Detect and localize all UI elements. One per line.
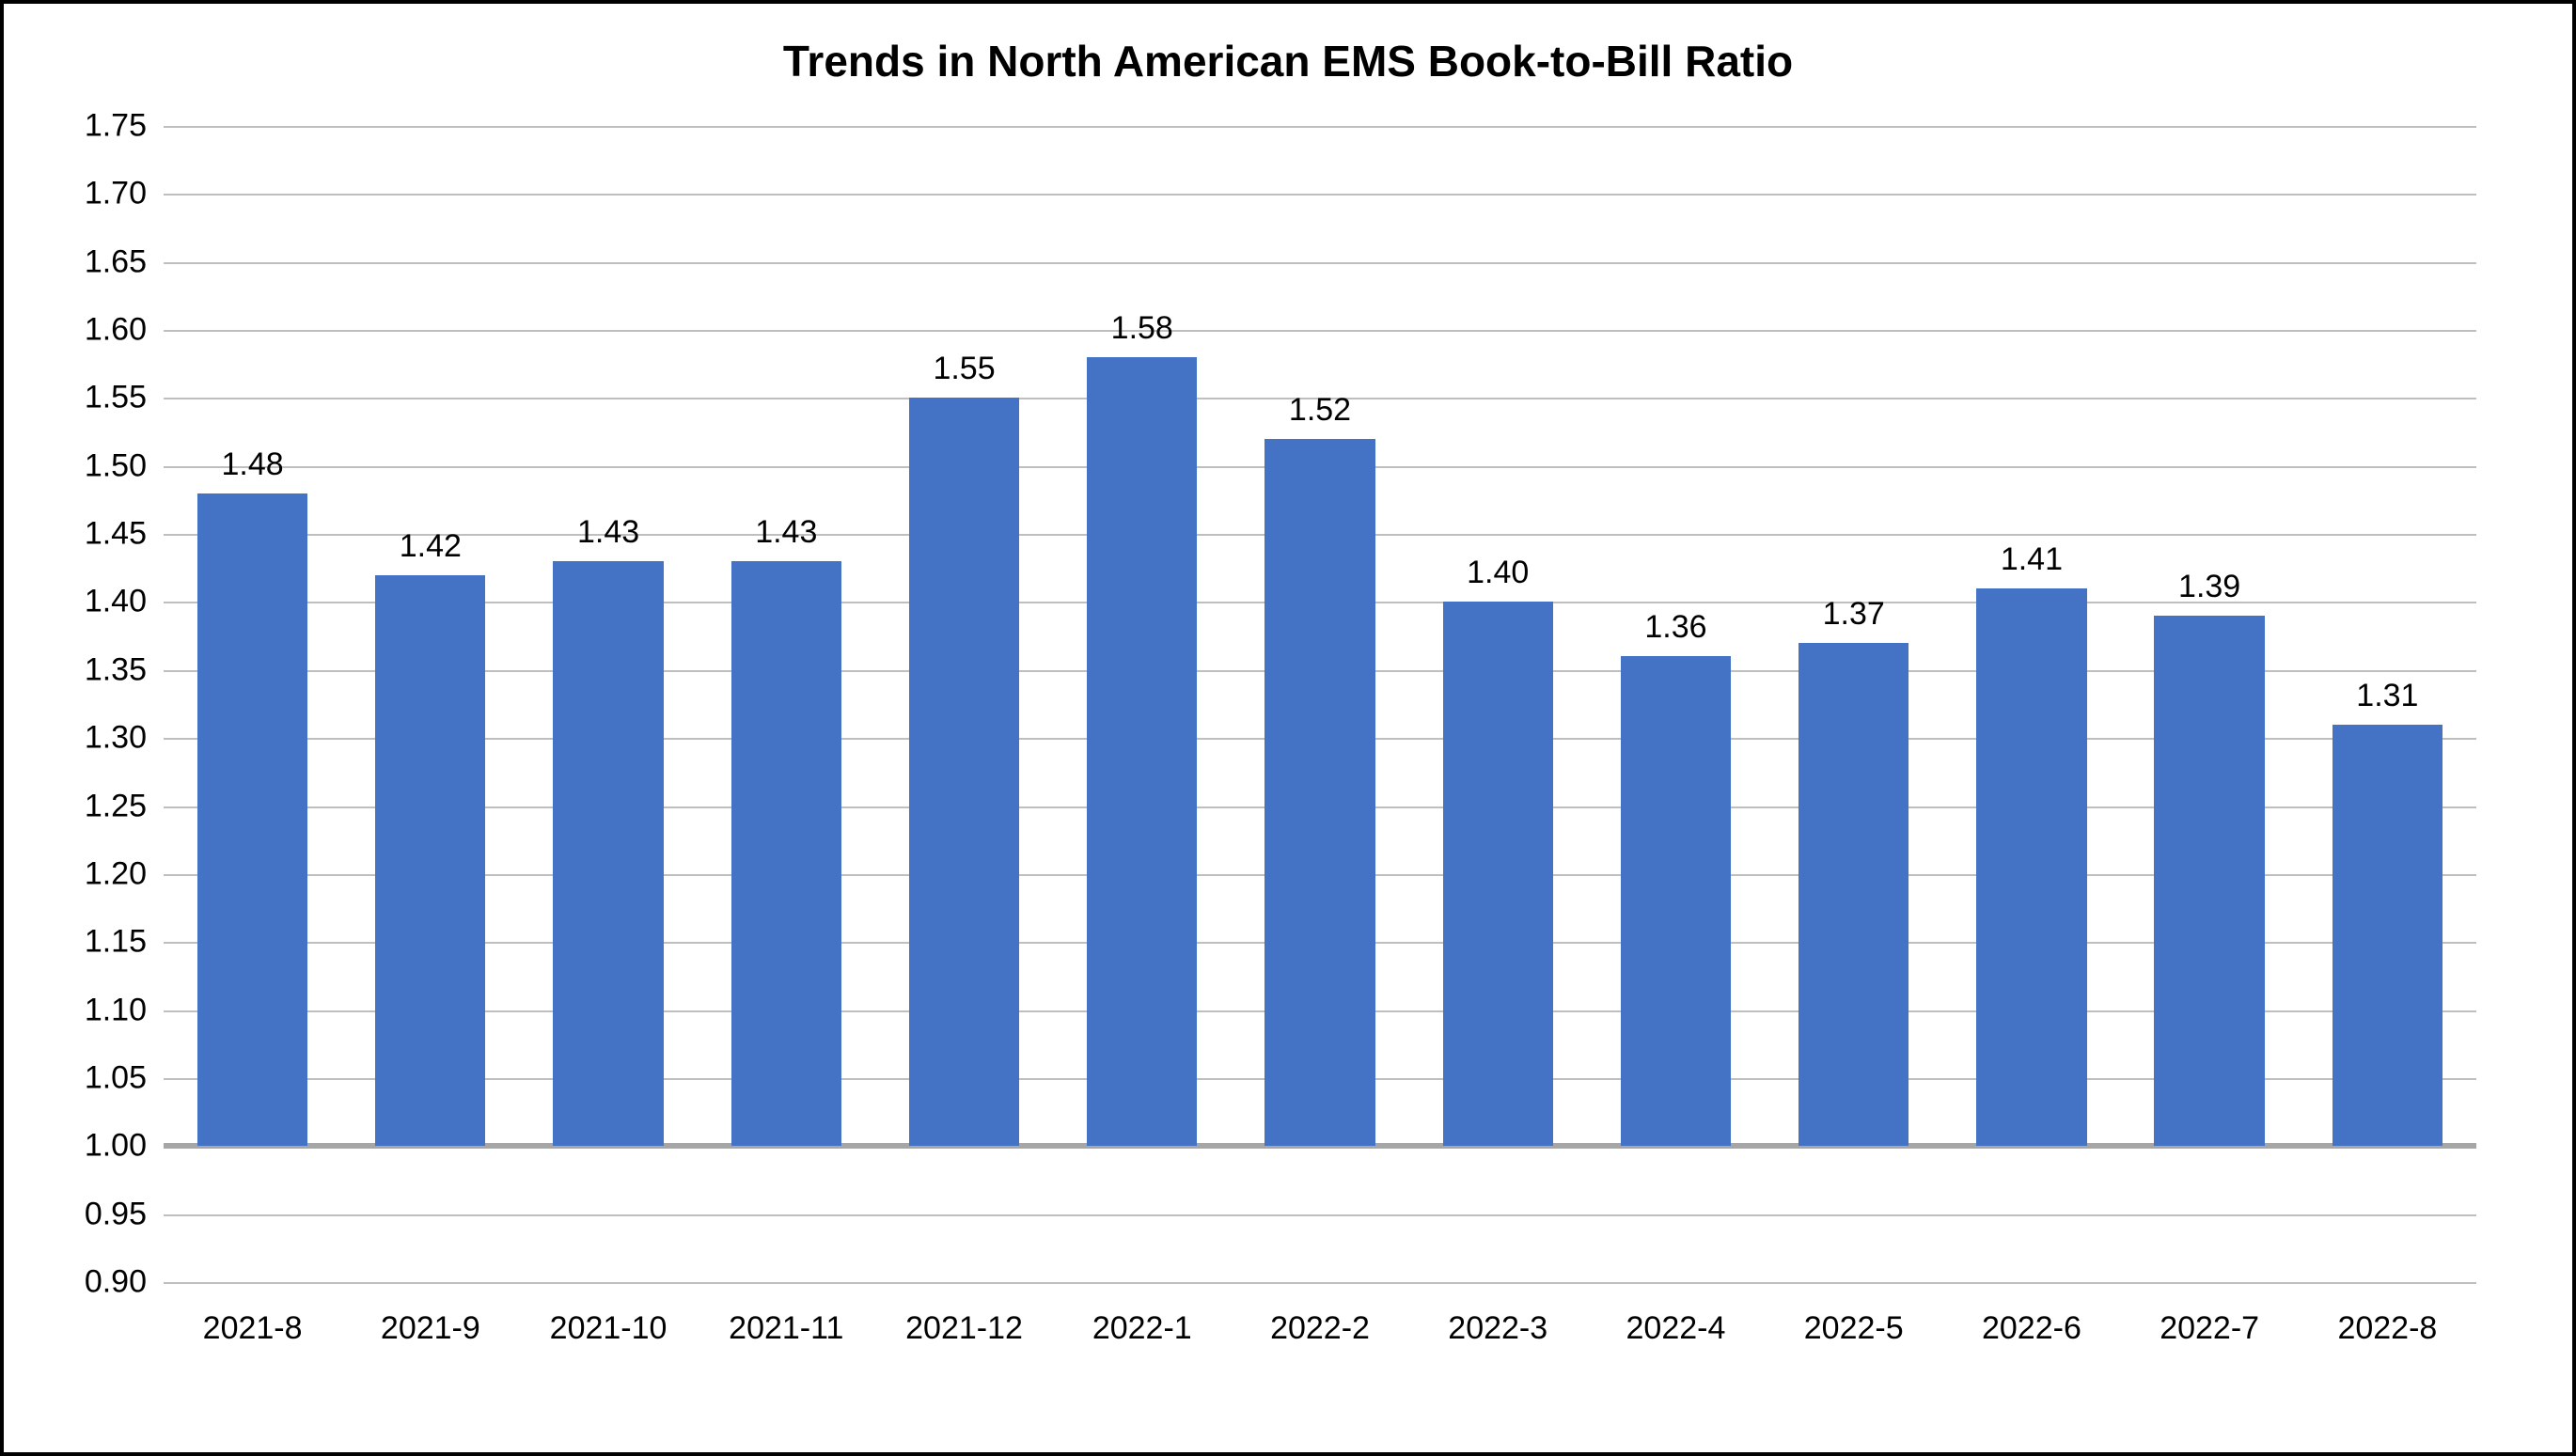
bar-value-label: 1.36 [1644, 609, 1706, 646]
y-tick-label: 1.00 [6, 1128, 147, 1165]
bar [2154, 616, 2264, 1146]
y-tick-label: 1.50 [6, 447, 147, 484]
bar [375, 575, 485, 1147]
y-tick-label: 1.45 [6, 516, 147, 553]
bar-value-label: 1.37 [1823, 596, 1885, 633]
chart-title: Trends in North American EMS Book-to-Bil… [41, 36, 2535, 86]
bar [1621, 656, 1731, 1146]
bar [1087, 357, 1197, 1146]
x-tick-label: 2021-8 [203, 1310, 303, 1347]
y-tick-label: 1.10 [6, 992, 147, 1028]
x-tick-label: 2022-4 [1626, 1310, 1726, 1347]
x-tick-label: 2021-11 [729, 1310, 843, 1347]
y-tick-label: 1.65 [6, 243, 147, 280]
chart-frame: Trends in North American EMS Book-to-Bil… [0, 0, 2576, 1456]
bar [1976, 588, 2086, 1146]
y-tick-label: 1.40 [6, 584, 147, 620]
chart-plot-area: 0.900.951.001.051.101.151.201.251.301.35… [164, 126, 2476, 1282]
bar-value-label: 1.42 [400, 528, 462, 565]
x-tick-label: 2022-1 [1092, 1310, 1192, 1347]
y-tick-label: 1.15 [6, 924, 147, 961]
bars-layer: 1.48 1.42 1.43 1.43 1.55 1.58 1.52 1.40 1.36 1.37… [164, 126, 2476, 1282]
x-tick-label: 2022-8 [2337, 1310, 2437, 1347]
y-tick-label: 1.35 [6, 651, 147, 688]
bar-value-label: 1.43 [577, 514, 639, 551]
bar-value-label: 1.40 [1467, 555, 1529, 591]
bar [1798, 643, 1908, 1146]
x-tick-label: 2022-5 [1804, 1310, 1904, 1347]
y-tick-label: 1.60 [6, 312, 147, 349]
x-tick-label: 2022-3 [1448, 1310, 1547, 1347]
y-tick-label: 1.70 [6, 176, 147, 212]
y-tick-label: 1.55 [6, 380, 147, 416]
bar [909, 398, 1019, 1146]
bar-value-label: 1.31 [2356, 678, 2418, 714]
bar [1443, 602, 1553, 1146]
bar [197, 493, 307, 1147]
bar-value-label: 1.41 [2001, 541, 2063, 578]
y-tick-label: 1.30 [6, 720, 147, 757]
x-tick-label: 2022-7 [2160, 1310, 2259, 1347]
bar-value-label: 1.55 [933, 351, 995, 387]
bar [1264, 439, 1374, 1146]
plot-layer: 0.900.951.001.051.101.151.201.251.301.35… [164, 126, 2476, 1282]
bar-value-label: 1.39 [2178, 569, 2240, 605]
x-tick-label: 2021-10 [550, 1310, 668, 1347]
bar [731, 561, 841, 1146]
bar [553, 561, 663, 1146]
y-tick-label: 0.95 [6, 1196, 147, 1232]
x-tick-label: 2022-6 [1982, 1310, 2081, 1347]
y-tick-label: 0.90 [6, 1264, 147, 1301]
bar-value-label: 1.58 [1111, 310, 1173, 347]
bar-value-label: 1.52 [1289, 392, 1351, 429]
gridline [164, 1282, 2476, 1284]
bar [2333, 725, 2442, 1147]
bar-value-label: 1.43 [755, 514, 817, 551]
x-tick-label: 2022-2 [1270, 1310, 1370, 1347]
y-tick-label: 1.05 [6, 1059, 147, 1096]
x-tick-label: 2021-12 [905, 1310, 1023, 1347]
y-tick-label: 1.75 [6, 108, 147, 145]
x-tick-label: 2021-9 [381, 1310, 480, 1347]
bar-value-label: 1.48 [222, 446, 284, 483]
y-tick-label: 1.25 [6, 788, 147, 824]
y-tick-label: 1.20 [6, 855, 147, 892]
